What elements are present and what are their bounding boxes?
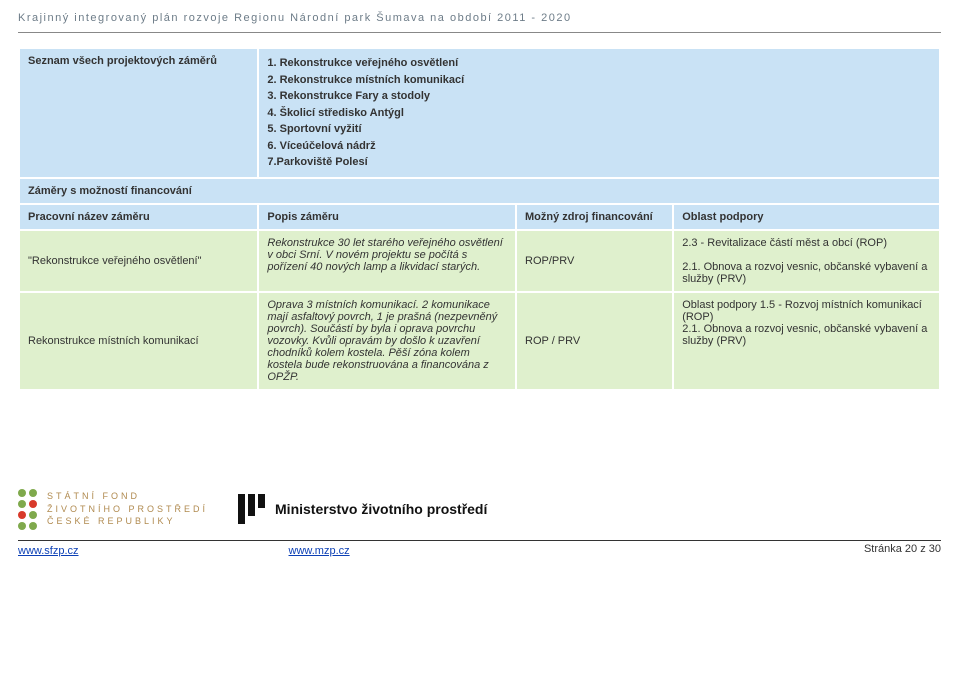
project-item: 1. Rekonstrukce veřejného osvětlení — [267, 55, 931, 72]
cell-desc: Rekonstrukce 30 let starého veřejného os… — [259, 231, 515, 291]
dot-icon — [29, 511, 37, 519]
col-header-area: Oblast podpory — [674, 205, 939, 229]
row-projects-list: 1. Rekonstrukce veřejného osvětlení 2. R… — [259, 49, 939, 177]
sfzp-line: STÁTNÍ FOND — [47, 490, 208, 503]
logo-mzp: Ministerstvo životního prostředí — [238, 494, 487, 524]
dot-icon — [18, 511, 26, 519]
header-rule — [18, 32, 941, 33]
mzp-bars-icon — [238, 494, 265, 524]
cell-area: 2.3 - Revitalizace částí měst a obcí (RO… — [674, 231, 939, 291]
bar-icon — [248, 494, 255, 516]
main-table: Seznam všech projektových záměrů 1. Reko… — [18, 47, 941, 391]
project-item: 4. Školicí středisko Antýgl — [267, 105, 931, 122]
document-title: Krajinný integrovaný plán rozvoje Region… — [18, 12, 941, 24]
dot-icon — [29, 500, 37, 508]
col-header-desc: Popis záměru — [259, 205, 515, 229]
table-row: Rekonstrukce místních komunikací Oprava … — [20, 293, 939, 389]
footer-rule — [18, 540, 941, 541]
project-item: 6. Víceúčelová nádrž — [267, 138, 931, 155]
logos-row: STÁTNÍ FOND ŽIVOTNÍHO PROSTŘEDÍ ČESKÉ RE… — [18, 489, 941, 530]
dot-icon — [18, 500, 26, 508]
page-number: Stránka 20 z 30 — [18, 543, 941, 555]
mzp-text: Ministerstvo životního prostředí — [275, 501, 487, 517]
cell-desc: Oprava 3 místních komunikací. 2 komunika… — [259, 293, 515, 389]
project-item: 7.Parkoviště Polesí — [267, 154, 931, 171]
bar-icon — [238, 494, 245, 524]
cell-area: Oblast podpory 1.5 - Rozvoj místních kom… — [674, 293, 939, 389]
col-header-name: Pracovní název záměru — [20, 205, 257, 229]
link-sfzp[interactable]: www.sfzp.cz — [18, 545, 79, 557]
project-item: 3. Rekonstrukce Fary a stodoly — [267, 88, 931, 105]
table-row: "Rekonstrukce veřejného osvětlení" Rekon… — [20, 231, 939, 291]
row-projects-label: Seznam všech projektových záměrů — [20, 49, 257, 177]
sfzp-line: ČESKÉ REPUBLIKY — [47, 515, 208, 528]
bar-icon — [258, 494, 265, 508]
project-item: 5. Sportovní vyžití — [267, 121, 931, 138]
cell-source: ROP / PRV — [517, 293, 672, 389]
project-item: 2. Rekonstrukce místních komunikací — [267, 72, 931, 89]
cell-source: ROP/PRV — [517, 231, 672, 291]
sfzp-text: STÁTNÍ FOND ŽIVOTNÍHO PROSTŘEDÍ ČESKÉ RE… — [47, 490, 208, 528]
sfzp-line: ŽIVOTNÍHO PROSTŘEDÍ — [47, 503, 208, 516]
sfzp-dots-icon — [18, 489, 37, 530]
cell-name: "Rekonstrukce veřejného osvětlení" — [20, 231, 257, 291]
dot-icon — [18, 522, 26, 530]
dot-icon — [29, 489, 37, 497]
dot-icon — [18, 489, 26, 497]
logo-sfzp: STÁTNÍ FOND ŽIVOTNÍHO PROSTŘEDÍ ČESKÉ RE… — [18, 489, 208, 530]
cell-name: Rekonstrukce místních komunikací — [20, 293, 257, 389]
footer: STÁTNÍ FOND ŽIVOTNÍHO PROSTŘEDÍ ČESKÉ RE… — [18, 481, 941, 555]
link-mzp[interactable]: www.mzp.cz — [289, 545, 350, 557]
dot-icon — [29, 522, 37, 530]
row-financing-label: Záměry s možností financování — [20, 179, 939, 203]
col-header-source: Možný zdroj financování — [517, 205, 672, 229]
